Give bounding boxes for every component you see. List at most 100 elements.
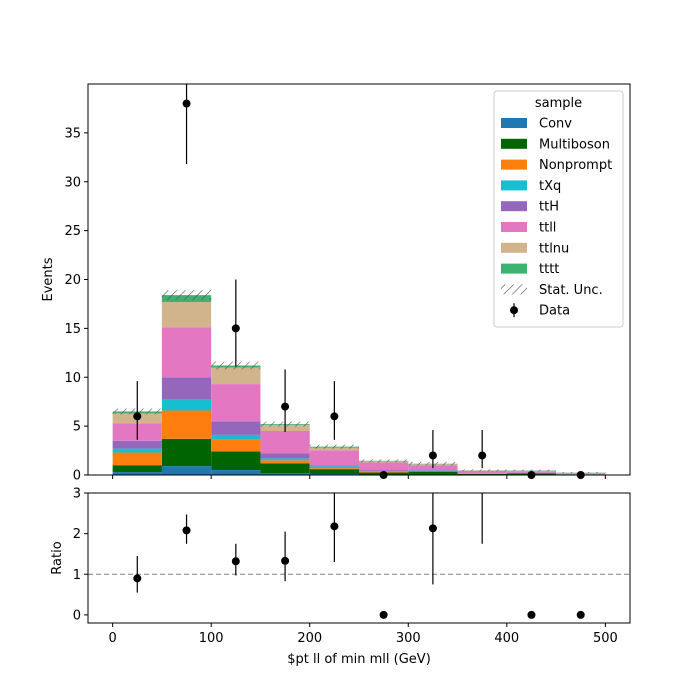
bar-ttlnu-bin-1 <box>161 301 212 328</box>
bar-multiboson-bin-7 <box>457 473 507 475</box>
legend-swatch-txq <box>501 180 527 191</box>
bar-multiboson-bin-0 <box>112 465 162 473</box>
bar-ttll-bin-4 <box>309 450 359 466</box>
events-tick-label-20: 20 <box>64 273 81 288</box>
data-point-bin-1 <box>182 99 191 108</box>
ratio-tick-label-3: 3 <box>73 487 81 502</box>
bar-nonprompt-bin-0 <box>112 452 162 466</box>
legend-label-nonprompt: Nonprompt <box>539 158 612 173</box>
legend-swatch-tth <box>501 201 527 212</box>
ratio-point-4 <box>330 522 339 531</box>
bar-ttlnu-bin-2 <box>211 367 261 385</box>
ratio-point-9 <box>576 610 585 619</box>
bar-multiboson-bin-2 <box>211 451 261 471</box>
ratio-tick-label-0: 0 <box>73 608 81 623</box>
bar-tth-bin-2 <box>211 421 261 435</box>
stat-unc-band-bin-1 <box>161 290 212 301</box>
stat-unc-band-bin-7 <box>457 469 507 472</box>
x-ticks: 0 100 200 300 400 500 <box>108 623 618 646</box>
ratio-point-3 <box>281 556 290 565</box>
data-point-bin-6 <box>428 451 437 460</box>
legend-label-tth: ttH <box>539 200 559 215</box>
legend-title: sample <box>535 96 582 111</box>
x-tick-label-400: 400 <box>494 631 519 646</box>
legend-swatch-multiboson <box>501 138 527 149</box>
bar-tth-bin-0 <box>112 440 162 449</box>
legend-data-marker <box>510 306 518 315</box>
bar-conv-bin-3 <box>260 473 310 475</box>
events-axis-label: Events <box>41 257 56 301</box>
bar-txq-bin-0 <box>112 448 162 453</box>
bar-ttll-bin-1 <box>161 327 212 378</box>
bar-nonprompt-bin-4 <box>309 468 359 470</box>
ratio-point-6 <box>428 524 437 533</box>
legend: sample Conv Multiboson Nonprompt tXq ttH ttll… <box>493 90 624 328</box>
ratio-axis-label: Ratio <box>50 541 65 574</box>
bar-tth-bin-5 <box>359 470 409 472</box>
data-point-bin-7 <box>478 451 487 460</box>
bar-tth-bin-3 <box>260 453 310 459</box>
ratio-panel-frame <box>87 492 631 624</box>
legend-swatch-conv <box>501 118 527 128</box>
events-tick-label-35: 35 <box>64 126 81 141</box>
data-point-bin-4 <box>330 412 339 421</box>
legend-swatch-tttt <box>501 263 527 274</box>
bar-txq-bin-4 <box>309 466 359 469</box>
x-tick-label-100: 100 <box>199 631 224 646</box>
bar-multiboson-bin-6 <box>408 471 458 475</box>
legend-swatch-nonprompt <box>501 159 527 170</box>
events-tick-label-10: 10 <box>64 371 81 386</box>
bar-ttll-bin-2 <box>211 384 261 422</box>
legend-label-stat-unc-: Stat. Unc. <box>539 283 603 298</box>
bar-tth-bin-4 <box>309 465 359 467</box>
legend-swatch-stat-unc- <box>501 284 527 295</box>
ratio-point-5 <box>379 610 388 619</box>
legend-label-ttll: ttll <box>539 221 556 236</box>
main-histogram-panel: 0 5 10 15 20 25 30 35 Events sample Conv Multibo… <box>41 83 631 484</box>
ratio-tick-label-2: 2 <box>73 527 81 542</box>
events-tick-label-30: 30 <box>64 175 81 190</box>
events-tick-label-5: 5 <box>73 420 81 435</box>
ratio-point-8 <box>527 610 536 619</box>
events-tick-label-0: 0 <box>73 469 81 484</box>
data-point-bin-2 <box>231 324 240 333</box>
ratio-point-1 <box>182 526 191 535</box>
bar-multiboson-bin-3 <box>260 463 310 474</box>
bar-ttll-bin-3 <box>260 431 310 454</box>
x-tick-label-300: 300 <box>396 631 421 646</box>
legend-label-tttt: tttt <box>539 262 559 277</box>
bar-nonprompt-bin-3 <box>260 460 310 464</box>
ratio-panel: 0 1 2 3 0 100 200 300 400 500 Ratio $pt ll of mi… <box>50 487 631 667</box>
bar-txq-bin-1 <box>161 399 212 411</box>
legend-label-ttlnu: ttlnu <box>539 241 569 256</box>
legend-swatch-ttlnu <box>501 242 527 253</box>
ratio-point-0 <box>133 574 142 583</box>
events-y-ticks: 0 5 10 15 20 25 30 35 <box>64 126 88 484</box>
bar-txq-bin-3 <box>260 458 310 461</box>
legend-entries: Conv Multiboson Nonprompt tXq ttH ttll ttlnu tt… <box>501 117 612 319</box>
x-axis-label: $pt ll of min mll (GeV) <box>287 652 431 667</box>
bar-txq-bin-2 <box>211 434 261 440</box>
x-tick-label-500: 500 <box>593 631 618 646</box>
stat-unc-band-bin-5 <box>359 459 409 463</box>
data-point-bin-3 <box>281 402 290 411</box>
bar-conv-bin-0 <box>112 472 162 475</box>
stat-unc-band-bin-4 <box>309 444 359 449</box>
events-tick-label-15: 15 <box>64 322 81 337</box>
legend-label-multiboson: Multiboson <box>539 137 610 152</box>
legend-label-txq: tXq <box>539 179 561 194</box>
bar-nonprompt-bin-2 <box>211 439 261 452</box>
stat-unc-band-bin-8 <box>506 469 557 472</box>
top-x-tick-marks <box>112 475 606 479</box>
legend-swatch-ttll <box>501 222 527 232</box>
ratio-y-ticks: 0 1 2 3 <box>73 487 88 623</box>
bar-conv-bin-2 <box>211 470 261 475</box>
bar-ttll-bin-7 <box>457 470 507 474</box>
x-tick-label-0: 0 <box>108 631 116 646</box>
ratio-tick-label-1: 1 <box>73 568 81 583</box>
events-tick-label-25: 25 <box>64 224 81 239</box>
data-point-bin-0 <box>133 412 142 421</box>
bar-nonprompt-bin-1 <box>161 410 212 439</box>
bar-tth-bin-1 <box>161 377 212 400</box>
